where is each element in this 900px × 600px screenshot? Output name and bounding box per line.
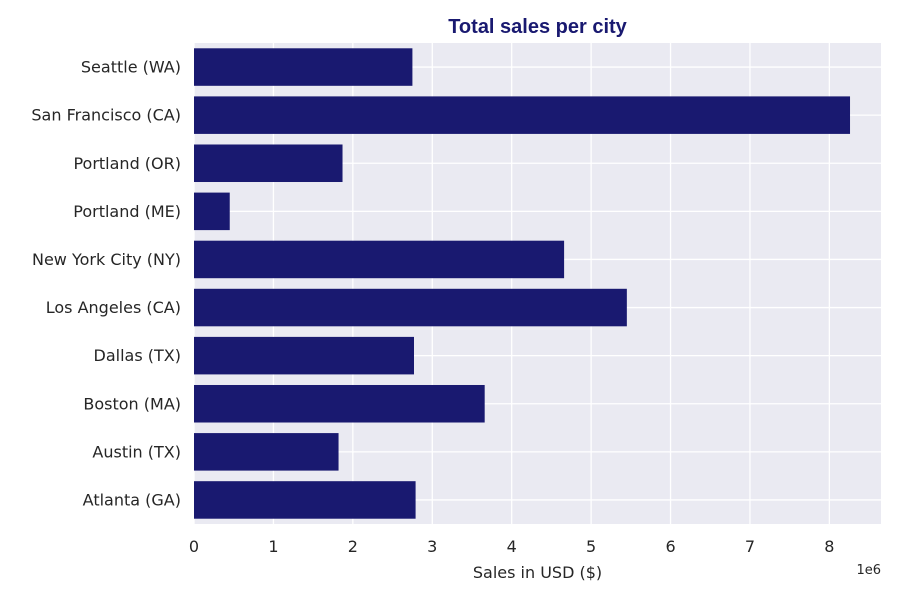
y-tick-label: Atlanta (GA) (83, 490, 181, 509)
bars (194, 48, 851, 519)
x-tick-label: 7 (745, 537, 755, 556)
y-tick-label: Boston (MA) (83, 394, 181, 413)
bar (194, 240, 565, 279)
bar (194, 96, 851, 134)
y-tick-label: Dallas (TX) (94, 346, 181, 365)
y-tick-label: Los Angeles (CA) (46, 298, 181, 317)
chart-title: Total sales per city (448, 16, 627, 38)
x-tick-labels: 0 1 2 3 4 5 6 7 8 (189, 537, 835, 556)
x-tick-label: 3 (427, 537, 437, 556)
bar (194, 384, 485, 423)
y-tick-label: Seattle (WA) (81, 58, 181, 77)
x-tick-label: 0 (189, 537, 199, 556)
bar (194, 336, 414, 375)
x-tick-label: 8 (824, 537, 834, 556)
y-tick-labels: Atlanta (GA) Austin (TX) Boston (MA) Dallas… (31, 58, 181, 510)
y-tick-label: New York City (NY) (32, 250, 181, 269)
bar (194, 433, 339, 471)
x-tick-label: 4 (507, 537, 517, 556)
x-axis-offset-label: 1e6 (856, 563, 881, 578)
bar (194, 144, 343, 183)
bar (194, 288, 627, 327)
x-tick-label: 2 (348, 537, 358, 556)
y-tick-label: San Francisco (CA) (31, 106, 181, 125)
x-axis-label: Sales in USD ($) (473, 563, 602, 582)
x-tick-label: 5 (586, 537, 596, 556)
y-tick-label: Austin (TX) (92, 442, 181, 461)
y-tick-label: Portland (OR) (73, 154, 181, 173)
x-tick-label: 1 (268, 537, 278, 556)
y-tick-label: Portland (ME) (73, 202, 181, 221)
bar (194, 48, 413, 86)
bar (194, 192, 230, 231)
x-tick-label: 6 (665, 537, 675, 556)
bar (194, 481, 416, 519)
